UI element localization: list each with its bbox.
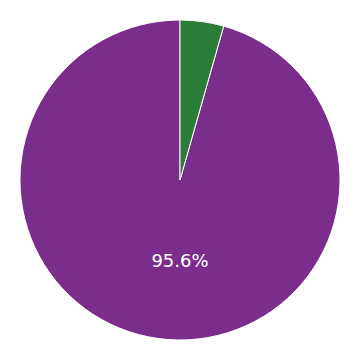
svg-text:95.6%: 95.6% — [151, 250, 208, 271]
